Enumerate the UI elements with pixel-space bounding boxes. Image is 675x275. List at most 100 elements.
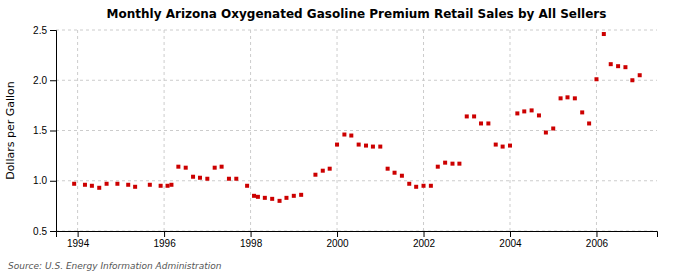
point <box>429 184 433 188</box>
point <box>479 121 483 125</box>
point <box>313 173 317 177</box>
point <box>457 162 461 166</box>
point <box>630 78 634 82</box>
chart: 19941996199820002002200420060.51.01.52.0… <box>0 0 675 275</box>
tick: 0.5 <box>33 226 56 237</box>
point <box>245 184 249 188</box>
tick-mark <box>50 131 56 132</box>
point <box>72 182 76 186</box>
point <box>220 165 224 169</box>
point <box>105 182 109 186</box>
point <box>97 186 101 190</box>
grid <box>56 30 657 231</box>
point <box>494 143 498 147</box>
tick: 2006 <box>586 231 609 249</box>
tick: 1994 <box>67 231 90 249</box>
point <box>565 95 569 99</box>
point <box>414 185 418 189</box>
tick-label: 2000 <box>326 238 349 249</box>
tick-mark <box>596 231 597 237</box>
point <box>501 145 505 149</box>
point <box>292 194 296 198</box>
tick-mark <box>510 231 511 237</box>
x-axis: 1994 1996 1998 2000 2002 2004 2006 <box>57 231 658 249</box>
point <box>335 143 339 147</box>
y-axis-title: Dollars per Gallon <box>4 81 17 180</box>
point <box>270 197 274 201</box>
point <box>364 144 368 148</box>
point <box>623 65 627 69</box>
point <box>213 166 217 170</box>
point <box>371 145 375 149</box>
point <box>638 73 642 77</box>
tick-label: 1998 <box>240 238 263 249</box>
point <box>176 165 180 169</box>
tick-label: 2004 <box>499 238 522 249</box>
tick-mark <box>50 80 56 81</box>
point <box>486 121 490 125</box>
point <box>357 143 361 147</box>
point <box>256 195 260 199</box>
tick-label: 1994 <box>67 238 90 249</box>
point <box>508 144 512 148</box>
grid-line <box>337 30 338 231</box>
tick-mark <box>50 231 56 232</box>
tick: 2002 <box>413 231 436 249</box>
point <box>580 110 584 114</box>
point <box>299 193 303 197</box>
tick-mark <box>424 231 425 237</box>
tick-mark <box>337 231 338 237</box>
tick-label: 0.5 <box>33 226 47 237</box>
axis-line <box>57 232 658 238</box>
tick-mark <box>50 30 56 31</box>
points <box>72 32 642 203</box>
point <box>191 175 195 179</box>
point <box>407 182 411 186</box>
point <box>252 194 256 198</box>
point <box>436 165 440 169</box>
point <box>227 177 231 181</box>
point <box>443 161 447 165</box>
point <box>522 109 526 113</box>
point <box>166 184 170 188</box>
point <box>465 114 469 118</box>
point <box>530 108 534 112</box>
tick-label: 1.0 <box>33 175 47 186</box>
point <box>169 183 173 187</box>
tick: 1.0 <box>33 175 56 186</box>
point <box>349 134 353 138</box>
point <box>115 182 119 186</box>
tick: 2.5 <box>33 25 56 36</box>
tick-label: 2002 <box>413 238 436 249</box>
point <box>544 131 548 135</box>
tick-mark <box>251 231 252 237</box>
point <box>602 32 606 36</box>
point <box>386 167 390 171</box>
point <box>126 183 130 187</box>
point <box>148 183 152 187</box>
point <box>321 169 325 173</box>
axis-line <box>50 31 57 232</box>
point <box>378 145 382 149</box>
tick-label: 2.0 <box>33 75 47 86</box>
point <box>133 185 137 189</box>
point <box>400 174 404 178</box>
point <box>450 162 454 166</box>
point <box>342 133 346 137</box>
tick: 1996 <box>153 231 176 249</box>
point <box>184 166 188 170</box>
point <box>422 184 426 188</box>
tick: 2000 <box>326 231 349 249</box>
tick: 1998 <box>240 231 263 249</box>
point <box>83 183 87 187</box>
grid-line <box>509 30 510 231</box>
tick-mark <box>78 231 79 237</box>
point <box>472 114 476 118</box>
tick-mark <box>164 231 165 237</box>
point <box>537 113 541 117</box>
point <box>616 64 620 68</box>
grid-line <box>77 30 78 231</box>
tick-mark <box>50 181 56 182</box>
grid-line <box>56 80 657 81</box>
grid-line <box>56 30 657 31</box>
